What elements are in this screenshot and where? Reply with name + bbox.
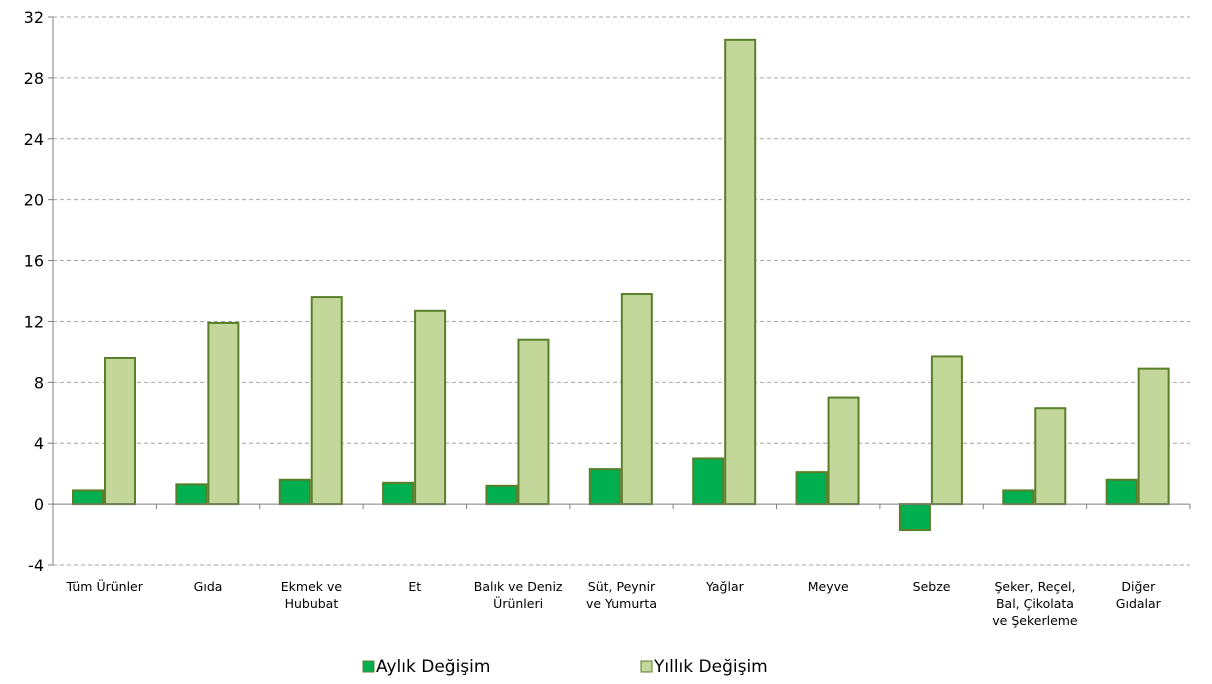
y-tick-label: 32	[24, 8, 44, 27]
bar-yillik	[827, 396, 860, 506]
y-tick-label: 12	[24, 312, 44, 331]
bar-aylik	[1002, 489, 1035, 506]
legend-swatch-yillik	[640, 660, 653, 673]
bar-aylik	[485, 484, 518, 506]
legend-swatch-aylik	[362, 660, 375, 673]
x-tick-label: Yağlar	[705, 579, 745, 594]
bar-aylik	[692, 457, 725, 506]
y-tick-label: 8	[34, 373, 44, 392]
y-tick-label: 4	[34, 434, 44, 453]
bar-aylik	[898, 503, 931, 531]
y-tick-label: -4	[28, 556, 44, 575]
y-tick-label: 24	[24, 130, 44, 149]
x-tick-label: Meyve	[808, 579, 849, 594]
y-tick-label: 0	[34, 495, 44, 514]
bar-yillik	[620, 293, 653, 506]
bar-yillik	[724, 38, 757, 506]
bar-yillik	[517, 338, 550, 506]
x-tick-label: Gıda	[194, 579, 223, 594]
x-tick-label: Balık ve Deniz Ürünleri	[474, 579, 563, 611]
bar-aylik	[382, 481, 415, 506]
y-tick-label: 16	[24, 252, 44, 271]
x-tick-label: Şeker, Reçel, Bal, Çikolata ve Şekerleme	[992, 579, 1078, 628]
bar-yillik	[207, 321, 240, 506]
y-tick-label: 20	[24, 191, 44, 210]
bar-aylik	[1105, 478, 1138, 506]
bar-aylik	[175, 483, 208, 506]
bar-yillik	[310, 296, 343, 506]
bar-yillik	[1034, 407, 1067, 506]
x-tick-label: Süt, Peynir ve Yumurta	[586, 579, 657, 611]
x-tick-label: Et	[408, 579, 421, 594]
bar-aylik	[72, 489, 104, 506]
bar-aylik	[278, 478, 311, 506]
legend-label-yillik: Yıllık Değişim	[653, 657, 768, 677]
bar-yillik	[104, 356, 136, 506]
x-tick-label: Tüm Ürünler	[65, 578, 143, 594]
x-tick-label: Ekmek ve Hububat	[281, 579, 343, 611]
bar-yillik	[1137, 367, 1170, 506]
x-tick-label: Sebze	[913, 579, 951, 594]
bar-yillik	[414, 309, 447, 506]
bar-aylik	[588, 468, 621, 506]
x-tick-label: Diğer Gıdalar	[1116, 579, 1162, 611]
legend-label-aylik: Aylık Değişim	[376, 657, 490, 677]
y-tick-label: 28	[24, 69, 44, 88]
bar-yillik	[930, 355, 963, 506]
bar-aylik	[795, 471, 828, 506]
